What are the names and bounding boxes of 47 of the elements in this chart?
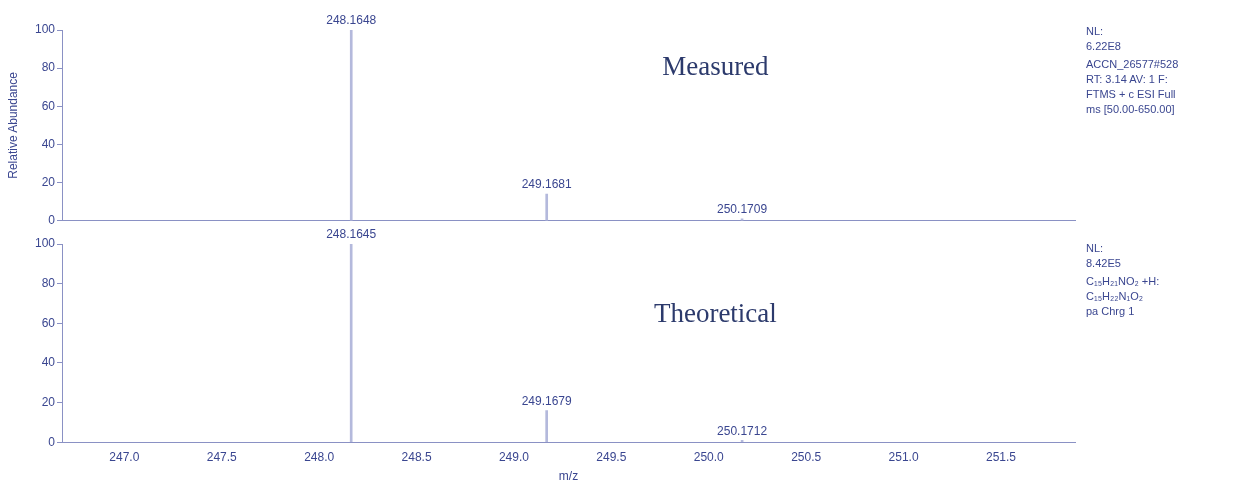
x-tick-label: 248.0: [304, 449, 335, 464]
x-tick-label: 250.5: [791, 449, 822, 464]
bar: [349, 30, 353, 221]
text: ACCN_26577#528: [1086, 57, 1179, 72]
text: ms [50.00-650.00]: [1086, 102, 1176, 117]
text: FTMS + c ESI Full: [1086, 87, 1177, 102]
x-tick-label: 251.0: [888, 449, 919, 464]
y-tick-label: 20: [41, 174, 56, 189]
text: Measured: [662, 51, 770, 82]
x-axis-title: m/z: [558, 469, 579, 484]
bar: [349, 244, 353, 443]
y-tick-label: 40: [41, 355, 56, 370]
x-tick-label: 247.5: [206, 449, 238, 464]
x-tick-label: 248.5: [401, 449, 432, 464]
bar: [545, 193, 549, 221]
annotation: 250.1709: [717, 202, 768, 217]
annotation: 248.1648: [326, 13, 377, 28]
y-tick-label: 80: [41, 275, 56, 290]
x-tick-label: 249.0: [498, 449, 530, 464]
x-tick-label: 251.5: [985, 449, 1017, 464]
y-tick-label: 20: [41, 394, 56, 409]
text: 6.22E8: [1086, 39, 1122, 54]
y-tick-label: 40: [41, 136, 56, 151]
y-tick-label: 100: [34, 22, 56, 37]
y-axis-title: Relative Abundance: [5, 71, 20, 179]
text: C₁₅H₂₂N₁O₂: [1086, 289, 1145, 304]
x-tick-label: 249.5: [596, 449, 627, 464]
text: RT: 3.14 AV: 1 F:: [1086, 72, 1169, 87]
y-tick-label: 100: [34, 236, 56, 251]
text: NL:: [1086, 241, 1105, 256]
text: NL:: [1086, 24, 1105, 39]
text: 8.42E5: [1086, 256, 1122, 271]
y-tick-label: 60: [41, 315, 56, 330]
text: pa Chrg 1: [1086, 304, 1136, 319]
y-tick-label: 0: [48, 434, 56, 449]
text: Theoretical: [653, 298, 777, 329]
x-tick-label: 247.0: [109, 449, 140, 464]
bar: [545, 410, 548, 443]
annotation: 250.1712: [717, 423, 768, 438]
annotation: 248.1645: [326, 227, 377, 242]
y-tick-label: 80: [41, 60, 56, 75]
annotation: 249.1681: [521, 177, 573, 192]
y-tick-label: 0: [48, 213, 56, 228]
annotation: 249.1679: [521, 393, 573, 408]
x-tick-label: 250.0: [693, 449, 725, 464]
text: C₁₅H₂₁NO₂ +H:: [1086, 274, 1160, 289]
y-tick-label: 60: [41, 98, 56, 113]
